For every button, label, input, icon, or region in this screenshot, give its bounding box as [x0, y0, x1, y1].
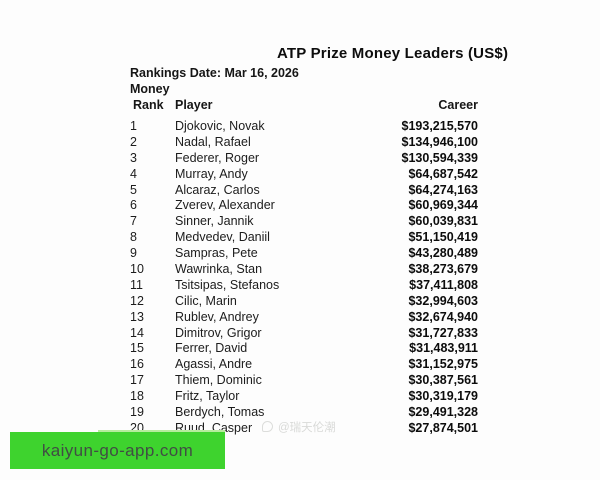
player-cell: Dimitrov, Grigor — [175, 325, 262, 340]
rank-cell: 11 — [130, 277, 143, 292]
player-cell: Agassi, Andre — [175, 357, 253, 372]
table-row: 14 Dimitrov, Grigor $31,727,833 — [130, 326, 478, 342]
table-row: 16 Agassi, Andre $31,152,975 — [130, 357, 478, 373]
table-row: 1 Djokovic, Novak $193,215,570 — [130, 119, 478, 135]
career-cell: $30,319,179 — [408, 389, 478, 404]
table-row: 11 Tsitsipas, Stefanos $37,411,808 — [130, 278, 478, 294]
table-row: 15 Ferrer, David $31,483,911 — [130, 341, 478, 357]
career-cell: $32,674,940 — [408, 309, 478, 324]
player-cell: Sinner, Jannik — [175, 214, 254, 229]
player-cell: Sampras, Pete — [175, 246, 258, 261]
career-cell: $32,994,603 — [408, 293, 478, 308]
player-cell: Djokovic, Novak — [175, 119, 265, 133]
table-row: 6 Zverev, Alexander $60,969,344 — [130, 198, 478, 214]
table-row: 8 Medvedev, Daniil $51,150,419 — [130, 230, 478, 246]
rank-cell: 4 — [130, 166, 137, 181]
career-cell: $30,387,561 — [408, 373, 478, 388]
career-cell: $38,273,679 — [408, 262, 478, 277]
table-header-row: Rank Player Career — [130, 98, 478, 112]
player-cell: Wawrinka, Stan — [175, 262, 263, 277]
watermark: @瑞天伦潮 — [262, 419, 336, 434]
career-cell: $64,274,163 — [408, 182, 478, 197]
career-cell: $51,150,419 — [408, 230, 478, 245]
table-row: 18 Fritz, Taylor $30,319,179 — [130, 389, 478, 405]
rankings-date: Rankings Date: Mar 16, 2026 — [130, 66, 299, 80]
rank-cell: 6 — [130, 198, 137, 213]
rank-cell: 8 — [130, 230, 137, 245]
player-cell: Tsitsipas, Stefanos — [175, 277, 280, 292]
rank-cell: 14 — [130, 325, 144, 340]
page-title: ATP Prize Money Leaders (US$) — [277, 45, 509, 62]
player-cell: Ferrer, David — [175, 341, 248, 356]
rank-cell: 2 — [130, 134, 137, 149]
rank-cell: 5 — [130, 182, 137, 197]
rank-cell: 13 — [130, 309, 144, 324]
career-cell: $29,491,328 — [408, 405, 478, 420]
player-cell: Berdych, Tomas — [175, 405, 265, 420]
table-row: 5 Alcaraz, Carlos $64,274,163 — [130, 183, 478, 199]
column-header-career: Career — [438, 98, 478, 112]
career-cell: $43,280,489 — [408, 246, 478, 261]
table-row: 2 Nadal, Rafael $134,946,100 — [130, 135, 478, 151]
ad-banner[interactable]: kaiyun-go-app.com — [10, 432, 225, 469]
table-row: 13 Rublev, Andrey $32,674,940 — [130, 310, 478, 326]
career-cell: $31,152,975 — [408, 357, 478, 372]
table-row: 19 Berdych, Tomas $29,491,328 — [130, 405, 478, 421]
table-row: 10 Wawrinka, Stan $38,273,679 — [130, 262, 478, 278]
career-cell: $64,687,542 — [408, 166, 478, 181]
player-cell: Murray, Andy — [175, 166, 248, 181]
player-cell: Rublev, Andrey — [175, 309, 259, 324]
player-cell: Fritz, Taylor — [175, 389, 240, 404]
table-row: 4 Murray, Andy $64,687,542 — [130, 167, 478, 183]
weibo-icon — [262, 421, 273, 432]
rank-cell: 19 — [130, 405, 144, 420]
watermark-text: @瑞天伦潮 — [278, 421, 336, 434]
career-cell: $31,727,833 — [408, 325, 478, 340]
column-header-rank: Rank — [133, 98, 164, 112]
table-row: 9 Sampras, Pete $43,280,489 — [130, 246, 478, 262]
column-header-money: Money — [130, 82, 170, 96]
career-cell: $60,039,831 — [408, 214, 478, 229]
career-cell: $134,946,100 — [401, 134, 478, 149]
player-cell: Zverev, Alexander — [175, 198, 275, 213]
player-cell: Federer, Roger — [175, 150, 260, 165]
career-cell: $130,594,339 — [401, 150, 478, 165]
table-row: 17 Thiem, Dominic $30,387,561 — [130, 373, 478, 389]
player-cell: Nadal, Rafael — [175, 134, 251, 149]
rank-cell: 12 — [130, 293, 144, 308]
player-cell: Cilic, Marin — [175, 293, 237, 308]
career-cell: $37,411,808 — [409, 277, 478, 292]
table-row: 7 Sinner, Jannik $60,039,831 — [130, 214, 478, 230]
table-row: 3 Federer, Roger $130,594,339 — [130, 151, 478, 167]
column-header-player: Player — [175, 98, 213, 112]
rank-cell: 7 — [130, 214, 137, 229]
career-cell: $27,874,501 — [408, 420, 478, 435]
rank-cell: 16 — [130, 357, 144, 372]
rank-cell: 18 — [130, 389, 144, 404]
rank-cell: 1 — [130, 119, 137, 133]
career-cell: $31,483,911 — [409, 341, 478, 356]
career-cell: $60,969,344 — [408, 198, 478, 213]
rank-cell: 17 — [130, 373, 144, 388]
rank-cell: 3 — [130, 150, 137, 165]
table-row: 12 Cilic, Marin $32,994,603 — [130, 294, 478, 310]
ad-banner-text: kaiyun-go-app.com — [41, 440, 194, 460]
prize-money-table: 1 Djokovic, Novak $193,215,570 2 Nadal, Rafa… — [130, 119, 478, 437]
player-cell: Medvedev, Daniil — [175, 230, 270, 245]
player-cell: Alcaraz, Carlos — [175, 182, 260, 197]
rank-cell: 9 — [130, 246, 137, 261]
rank-cell: 10 — [130, 262, 144, 277]
rank-cell: 15 — [130, 341, 144, 356]
player-cell: Thiem, Dominic — [175, 373, 262, 388]
career-cell: $193,215,570 — [401, 119, 478, 133]
